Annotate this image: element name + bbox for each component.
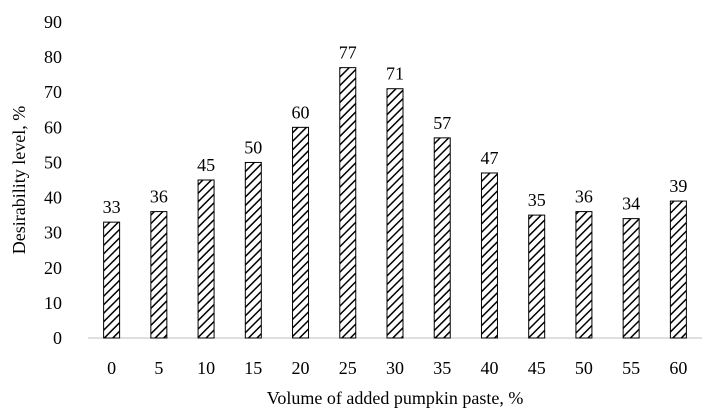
- y-tick-label: 80: [44, 47, 62, 67]
- bar: [150, 211, 168, 339]
- y-axis-ticks: 0 10 20 30 40 50 60 70 80 90: [44, 12, 62, 348]
- x-tick-label: 15: [244, 358, 262, 378]
- x-tick-label: 30: [386, 358, 404, 378]
- data-label: 77: [339, 43, 357, 63]
- x-tick-label: 35: [433, 358, 451, 378]
- data-label: 71: [386, 64, 404, 84]
- x-tick-label: 50: [575, 358, 593, 378]
- y-tick-label: 40: [44, 188, 62, 208]
- bar: [103, 221, 121, 339]
- y-tick-label: 50: [44, 152, 62, 172]
- y-tick-label: 30: [44, 223, 62, 243]
- data-label: 45: [197, 155, 215, 175]
- bar: [575, 211, 593, 339]
- data-label: 50: [244, 137, 262, 157]
- bar: [292, 126, 310, 339]
- x-tick-label: 0: [107, 358, 116, 378]
- data-label: 36: [575, 187, 593, 207]
- x-tick-label: 10: [197, 358, 215, 378]
- bar: [528, 214, 546, 339]
- y-tick-label: 0: [53, 328, 62, 348]
- bar: [480, 172, 498, 339]
- x-tick-label: 55: [622, 358, 640, 378]
- data-label: 34: [622, 194, 640, 214]
- data-label: 57: [433, 113, 451, 133]
- bar: [669, 200, 687, 339]
- bars: 33 36 45 50 60 77 71 57 47 35 36 34 39: [103, 43, 687, 339]
- data-label: 47: [480, 148, 498, 168]
- x-axis-ticks: 0 5 10 15 20 25 30 35 40 45 50 55 60: [107, 358, 687, 378]
- y-tick-label: 60: [44, 117, 62, 137]
- x-tick-label: 20: [292, 358, 310, 378]
- bar: [339, 67, 357, 339]
- x-tick-label: 45: [528, 358, 546, 378]
- bar: [622, 218, 640, 339]
- bar: [197, 179, 215, 339]
- bar: [433, 137, 451, 339]
- data-label: 36: [150, 187, 168, 207]
- bar: [244, 161, 262, 339]
- y-tick-label: 10: [44, 293, 62, 313]
- x-tick-label: 25: [339, 358, 357, 378]
- data-label: 33: [103, 197, 121, 217]
- x-tick-label: 60: [669, 358, 687, 378]
- x-tick-label: 40: [480, 358, 498, 378]
- bar: [386, 88, 404, 339]
- data-label: 39: [669, 176, 687, 196]
- y-tick-label: 20: [44, 258, 62, 278]
- y-axis-label: Desirability level, %: [9, 106, 29, 254]
- data-label: 60: [292, 102, 310, 122]
- x-axis-label: Volume of added pumpkin paste, %: [267, 388, 524, 408]
- y-tick-label: 90: [44, 12, 62, 32]
- y-tick-label: 70: [44, 82, 62, 102]
- x-tick-label: 5: [154, 358, 163, 378]
- data-label: 35: [528, 190, 546, 210]
